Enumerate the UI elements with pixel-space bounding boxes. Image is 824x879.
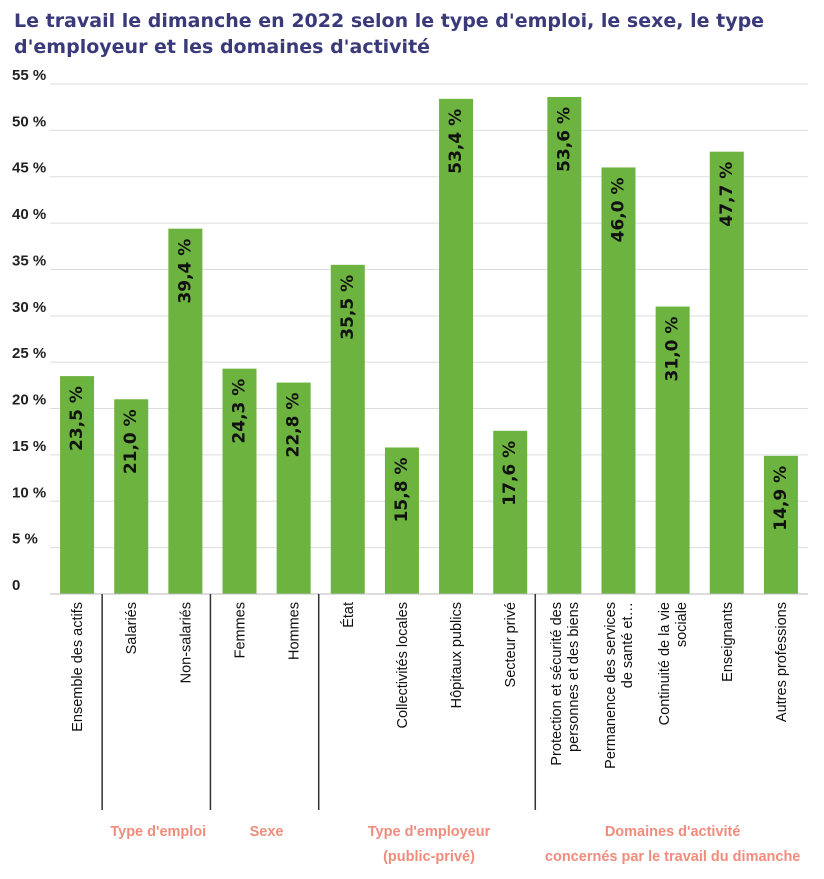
value-label: 35,5 % [338, 275, 358, 340]
value-label: 24,3 % [230, 379, 250, 444]
bar [493, 430, 528, 594]
bar [384, 447, 419, 594]
bar [439, 98, 474, 594]
value-label: 15,8 % [392, 457, 412, 522]
category-label: Secteur privé [503, 602, 519, 687]
y-tick-label: 0 [12, 577, 20, 594]
group-label: (public-privé) [383, 849, 475, 865]
value-label: 21,0 % [121, 409, 141, 474]
category-label: personnes et des biens [566, 602, 582, 752]
category-label: de santé et… [620, 602, 636, 688]
category-label: Femmes [233, 602, 249, 658]
y-tick-label: 40 % [12, 206, 46, 223]
value-label: 31,0 % [663, 317, 683, 382]
category-label: sociale [674, 602, 690, 647]
value-label: 23,5 % [67, 386, 87, 451]
bar [655, 306, 690, 594]
category-label: Enseignants [720, 602, 736, 682]
value-label: 53,4 % [446, 109, 466, 174]
category-label: Autres professions [774, 602, 790, 722]
group-label: Type d'employeur [368, 824, 491, 840]
category-label: Collectivités locales [395, 602, 411, 729]
y-tick-label: 35 % [12, 252, 46, 269]
bar [114, 399, 149, 594]
category-label: Protection et sécurité des [549, 602, 565, 766]
group-label: Type d'emploi [110, 824, 206, 840]
y-tick-label: 55 % [12, 67, 46, 84]
category-label: Continuité de la vie [657, 602, 673, 725]
bar [222, 368, 257, 594]
y-tick-label: 30 % [12, 299, 46, 316]
category-label: Permanence des services [603, 602, 619, 769]
category-label: Non-salariés [178, 602, 194, 683]
y-tick-label: 20 % [12, 392, 46, 409]
category-label: Hôpitaux publics [449, 602, 465, 708]
bar [330, 264, 365, 594]
bar [709, 151, 744, 594]
bar [547, 96, 582, 595]
value-label: 47,7 % [717, 162, 737, 227]
category-label: Salariés [124, 602, 140, 654]
value-label: 17,6 % [500, 441, 520, 506]
y-tick-label: 50 % [12, 113, 46, 130]
category-label: État [340, 602, 357, 628]
bar [763, 455, 798, 594]
value-label: 14,9 % [771, 466, 791, 531]
category-label: Hommes [287, 602, 303, 660]
value-label: 46,0 % [609, 177, 629, 242]
value-label: 53,6 % [554, 107, 574, 172]
chart-title: Le travail le dimanche en 2022 selon le … [14, 10, 765, 58]
y-tick-label: 15 % [12, 438, 46, 455]
group-label: Domaines d'activité [605, 824, 741, 840]
bar [168, 228, 203, 594]
category-label: Ensemble des actifs [70, 602, 86, 732]
y-tick-label: 25 % [12, 345, 46, 362]
bar [601, 167, 636, 595]
y-tick-label: 10 % [12, 484, 46, 501]
group-label: Sexe [250, 824, 284, 840]
group-label: concernés par le travail du dimanche [545, 849, 800, 865]
y-tick-label: 5 % [12, 531, 38, 548]
y-tick-label: 45 % [12, 160, 46, 177]
value-label: 22,8 % [284, 393, 304, 458]
bar [276, 382, 311, 594]
bar [60, 376, 95, 594]
value-label: 39,4 % [175, 239, 195, 304]
